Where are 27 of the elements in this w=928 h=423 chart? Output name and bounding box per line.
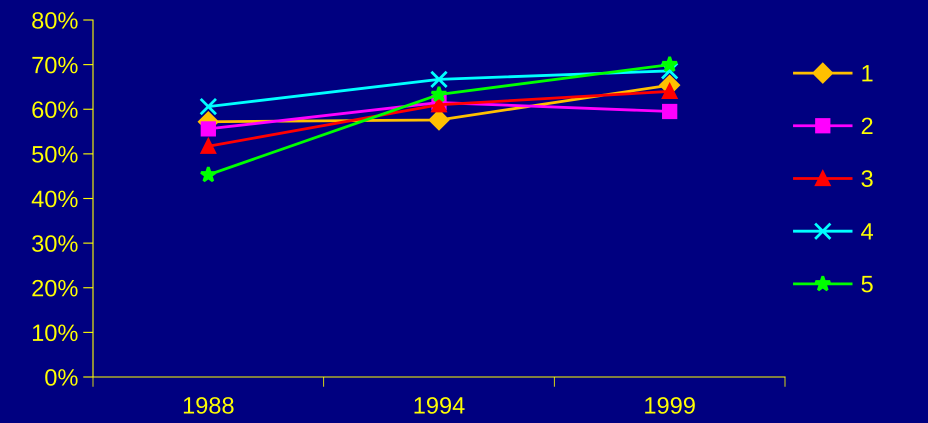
point (200, 121, 216, 137)
point (662, 104, 678, 120)
x-tick-label: 1999 (645, 397, 695, 414)
point (430, 70, 448, 88)
point (199, 98, 218, 116)
legend-label: 5 (862, 276, 873, 292)
x-tick-label: 1988 (184, 397, 234, 414)
y-tick-label: 60% (32, 101, 78, 118)
x-tick-label: 1994 (414, 397, 465, 414)
y-tick-label: 30% (32, 235, 78, 252)
y-tick-label: 50% (32, 146, 78, 163)
y-tick-label: 80% (32, 12, 78, 29)
point (660, 62, 679, 80)
y-tick-label: 70% (32, 56, 78, 74)
point (430, 85, 448, 102)
y-tick-label: 10% (32, 324, 78, 342)
legend-label: 1 (862, 65, 873, 82)
point (662, 84, 678, 100)
legend-label: 3 (861, 170, 873, 187)
y-tick-label: 40% (32, 190, 78, 208)
y-tick-label: 20% (32, 280, 78, 297)
point (661, 56, 678, 72)
y-tick-label: 0% (45, 369, 78, 386)
point (200, 138, 216, 154)
legend-label: 2 (862, 118, 872, 134)
legend-label: 4 (861, 223, 873, 240)
point (200, 166, 217, 182)
